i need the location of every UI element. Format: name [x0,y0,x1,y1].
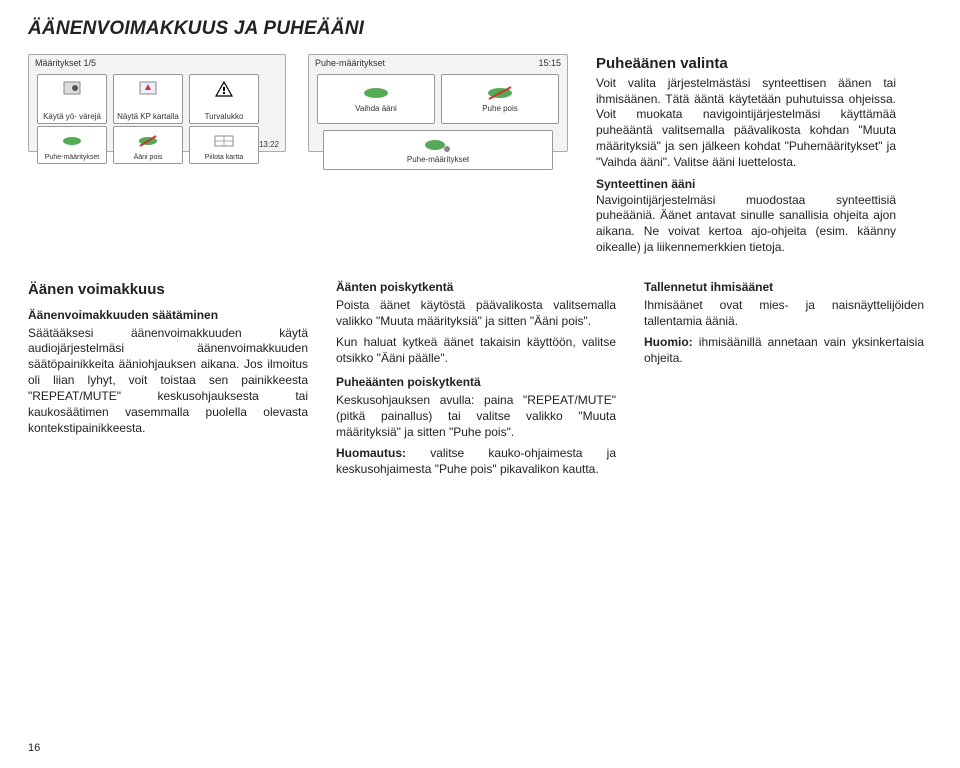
tile-show-poi[interactable]: Näytä KP kartalla [113,74,183,124]
tile-label: Vaihda ääni [355,104,397,113]
screen2-time: 15:15 [538,58,561,68]
tile-label: Ääni pois [134,154,163,161]
lips-gear-icon [423,137,453,153]
page-number: 16 [28,742,40,754]
tile-hide-map[interactable]: Piilota kartta [189,126,259,164]
attention-label: Huomio: [644,335,693,349]
volume-adjust-body: Säätääksesi äänenvoimakkuuden käytä audi… [28,326,308,437]
screen1-time: 13:22 [259,140,279,149]
tile-label: Puhe pois [482,104,518,113]
synthetic-voice-heading: Synteettinen ääni [596,177,896,193]
tile-label: Käytä yö- värejä [43,112,101,121]
warning-icon [212,79,236,99]
recorded-voices-body: Ihmisäänet ovat mies- ja naisnäyttelijöi… [644,298,924,330]
lips-strike-icon [136,131,160,151]
top-area: Määritykset 1/5 Käytä yö- värejä Näytä K… [28,54,932,262]
screen1-header: Määritykset 1/5 [35,58,96,68]
map-icon [212,131,236,151]
note-label: Huomautus: [336,446,406,460]
voice-selection-body: Voit valita järjestelmästäsi synteettise… [596,76,896,171]
tile-night-colors[interactable]: Käytä yö- värejä [37,74,107,124]
mute-voice-body: Keskusohjauksen avulla: paina "REPEAT/MU… [336,393,616,440]
tile-security[interactable]: Turvalukko [189,74,259,124]
mute-voice-note: Huomautus: valitse kauko-ohjaimesta ja k… [336,446,616,478]
synthetic-voice-body: Navigointijärjestelmäsi muodostaa syntee… [596,193,896,256]
column-right: Tallennetut ihmisäänet Ihmisäänet ovat m… [644,272,924,484]
mute-sounds-heading: Äänten poiskytkentä [336,280,616,296]
recorded-voices-note: Huomio: ihmisäänillä annetaan vain yksin… [644,335,924,367]
screenshot-settings: Määritykset 1/5 Käytä yö- värejä Näytä K… [28,54,286,152]
mute-sounds-body2: Kun haluat kytkeä äänet takaisin käyttöö… [336,335,616,367]
tile-label: Näytä KP kartalla [117,112,179,121]
lips-strike-icon [485,86,515,100]
volume-adjust-heading: Äänenvoimakkuuden säätäminen [28,308,308,324]
volume-heading: Äänen voimakkuus [28,280,308,300]
lips-icon [361,86,391,100]
screenshots-column: Määritykset 1/5 Käytä yö- värejä Näytä K… [28,54,568,262]
tile-change-voice[interactable]: Vaihda ääni [317,74,435,124]
screenshot-voice-settings: Puhe-määritykset 15:15 Vaihda ääni Puhe p… [308,54,568,152]
mute-voice-heading: Puheäänten poiskytkentä [336,375,616,391]
page-title: ÄÄNENVOIMAKKUUS JA PUHEÄÄNI [28,18,932,40]
tile-label: Puhe-määritykset [45,154,99,161]
column-left: Äänen voimakkuus Äänenvoimakkuuden säätä… [28,272,308,484]
tile-sound-off[interactable]: Ääni pois [113,126,183,164]
tile-label: Turvalukko [205,112,244,121]
tile-voice-settings-bottom[interactable]: Puhe-määritykset [323,130,553,170]
voice-selection-heading: Puheäänen valinta [596,54,896,74]
voice-selection-intro: Puheäänen valinta Voit valita järjestelm… [596,54,896,262]
poi-icon [136,79,160,99]
lips-icon [60,131,84,151]
body-columns: Äänen voimakkuus Äänenvoimakkuuden säätä… [28,272,932,484]
mute-sounds-body: Poista äänet käytöstä päävalikosta valit… [336,298,616,330]
tile-label: Puhe-määritykset [407,155,469,164]
moon-icon [60,79,84,99]
tile-voice-off[interactable]: Puhe pois [441,74,559,124]
recorded-voices-heading: Tallennetut ihmisäänet [644,280,924,296]
tile-label: Piilota kartta [205,154,244,161]
screen2-header: Puhe-määritykset [315,58,385,68]
tile-voice-settings[interactable]: Puhe-määritykset [37,126,107,164]
column-middle: Äänten poiskytkentä Poista äänet käytöst… [336,272,616,484]
